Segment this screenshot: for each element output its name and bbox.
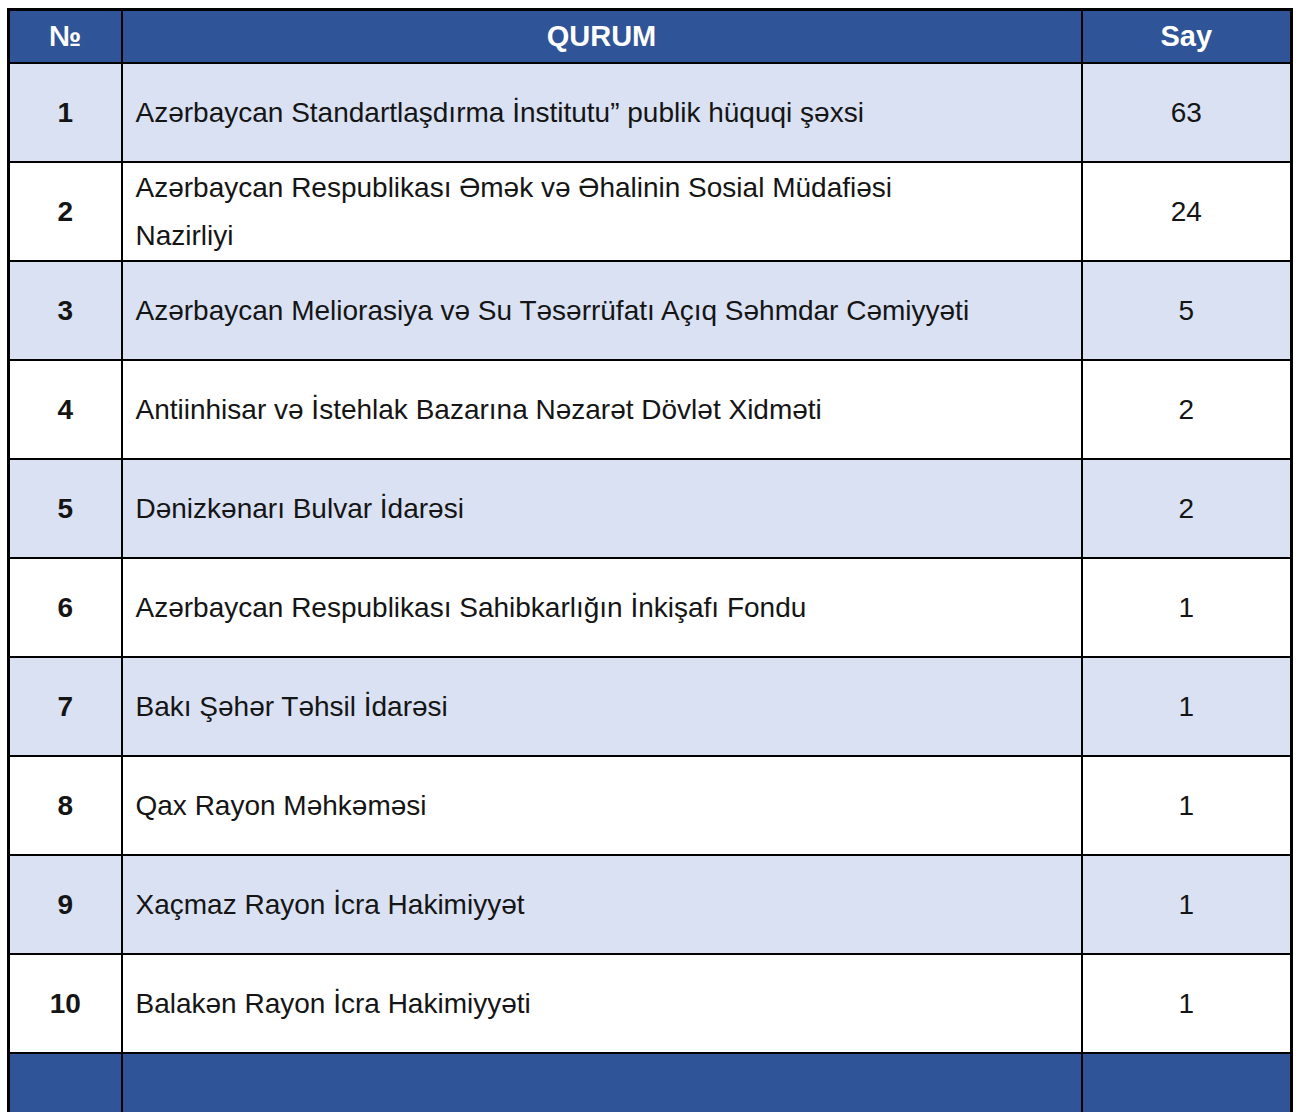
header-cell-no: № — [9, 10, 122, 64]
organization-cell: Azərbaycan Meliorasiya və Su Təsərrüfatı… — [122, 261, 1082, 360]
total-count-text: 101 dövlət qulluqçusu — [1112, 1108, 1261, 1112]
organization-cell: Azərbaycan Respublikası Sahibkarlığın İn… — [122, 558, 1082, 657]
table-row: 6 Azərbaycan Respublikası Sahibkarlığın … — [9, 558, 1292, 657]
organization-cell: Xaçmaz Rayon İcra Hakimiyyət — [122, 855, 1082, 954]
header-cell-qurum: QURUM — [122, 10, 1082, 64]
total-count-cell: 101 dövlət qulluqçusu — [1082, 1053, 1292, 1112]
table-container: № QURUM Say 1 Azərbaycan Standartlaşdırm… — [0, 0, 1300, 1112]
count-cell: 2 — [1082, 459, 1292, 558]
footer-marker-cell: * — [9, 1053, 122, 1112]
row-number-cell: 6 — [9, 558, 122, 657]
organization-cell: Qax Rayon Məhkəməsi — [122, 756, 1082, 855]
table-row: 4 Antiinhisar və İstehlak Bazarına Nəzar… — [9, 360, 1292, 459]
count-cell: 5 — [1082, 261, 1292, 360]
row-number-cell: 3 — [9, 261, 122, 360]
row-number-cell: 9 — [9, 855, 122, 954]
organization-cell: Azərbaycan Respublikası Əmək və Əhalinin… — [122, 162, 1082, 261]
organization-cell: Dənizkənarı Bulvar İdarəsi — [122, 459, 1082, 558]
organization-cell: Antiinhisar və İstehlak Bazarına Nəzarət… — [122, 360, 1082, 459]
row-number-cell: 1 — [9, 63, 122, 162]
count-cell: 1 — [1082, 756, 1292, 855]
table-row: 1 Azərbaycan Standartlaşdırma İnstitutu”… — [9, 63, 1292, 162]
header-row: № QURUM Say — [9, 10, 1292, 64]
footer-row: * CƏMİ 101 dövlət qulluqçusu — [9, 1053, 1292, 1112]
count-cell: 2 — [1082, 360, 1292, 459]
row-number-cell: 5 — [9, 459, 122, 558]
row-number-cell: 4 — [9, 360, 122, 459]
count-cell: 1 — [1082, 954, 1292, 1053]
table-row: 9 Xaçmaz Rayon İcra Hakimiyyət 1 — [9, 855, 1292, 954]
row-number-cell: 8 — [9, 756, 122, 855]
table-row: 3 Azərbaycan Meliorasiya və Su Təsərrüfa… — [9, 261, 1292, 360]
row-number-cell: 2 — [9, 162, 122, 261]
row-number-cell: 7 — [9, 657, 122, 756]
table-row: 5 Dənizkənarı Bulvar İdarəsi 2 — [9, 459, 1292, 558]
table-row: 2 Azərbaycan Respublikası Əmək və Əhalin… — [9, 162, 1292, 261]
organization-cell: Azərbaycan Standartlaşdırma İnstitutu” p… — [122, 63, 1082, 162]
count-cell: 1 — [1082, 558, 1292, 657]
row-number-cell: 10 — [9, 954, 122, 1053]
organization-cell: Balakən Rayon İcra Hakimiyyəti — [122, 954, 1082, 1053]
count-cell: 24 — [1082, 162, 1292, 261]
table-row: 10 Balakən Rayon İcra Hakimiyyəti 1 — [9, 954, 1292, 1053]
count-cell: 1 — [1082, 855, 1292, 954]
institutions-table: № QURUM Say 1 Azərbaycan Standartlaşdırm… — [7, 8, 1293, 1112]
header-cell-say: Say — [1082, 10, 1292, 64]
table-row: 8 Qax Rayon Məhkəməsi 1 — [9, 756, 1292, 855]
count-cell: 1 — [1082, 657, 1292, 756]
count-cell: 63 — [1082, 63, 1292, 162]
table-row: 7 Bakı Şəhər Təhsil İdarəsi 1 — [9, 657, 1292, 756]
organization-cell: Bakı Şəhər Təhsil İdarəsi — [122, 657, 1082, 756]
total-label-cell: CƏMİ — [122, 1053, 1082, 1112]
